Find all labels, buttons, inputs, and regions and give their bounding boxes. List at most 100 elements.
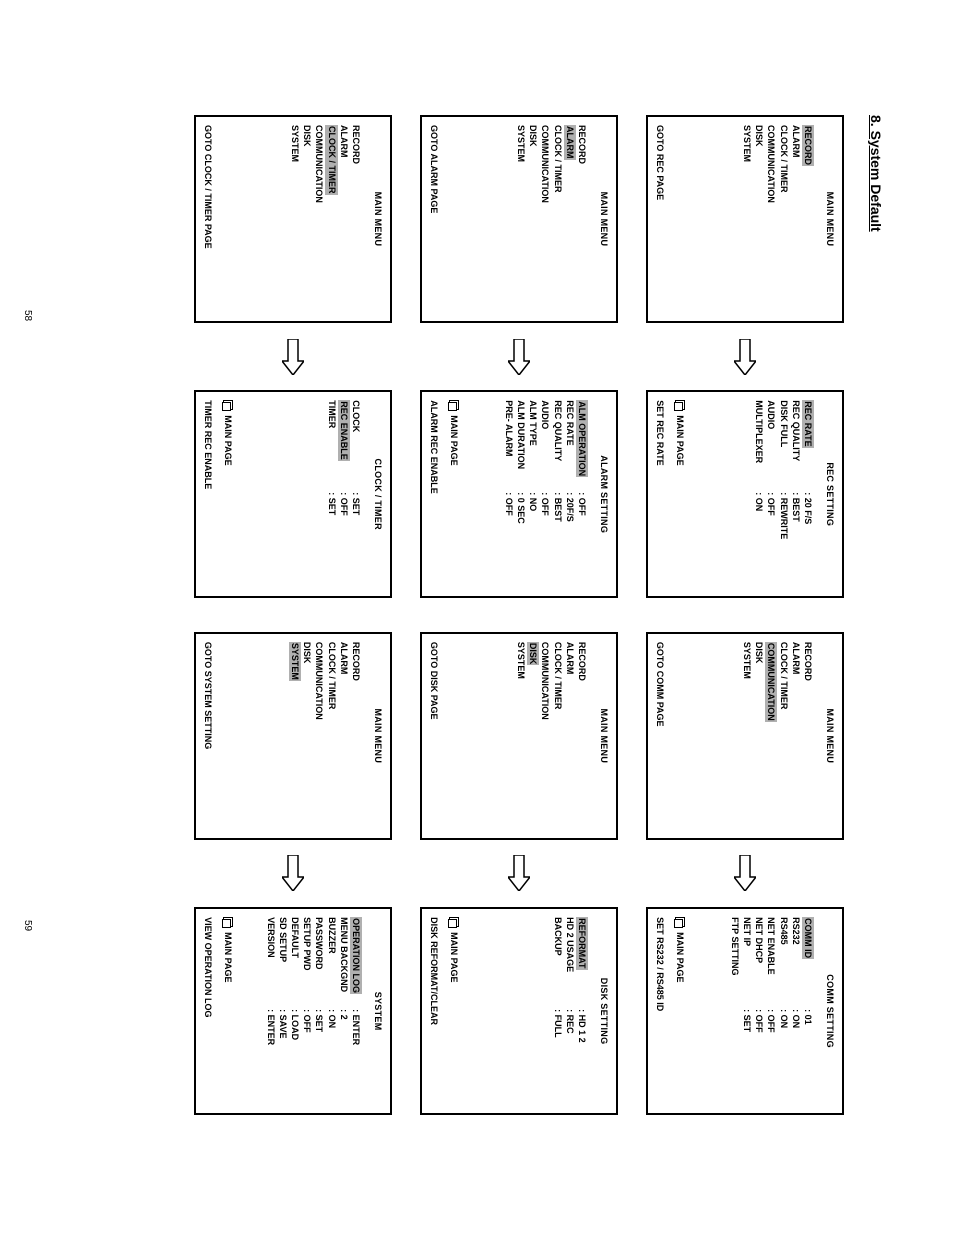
menu-item-label: CLOCK / TIMER bbox=[551, 642, 563, 710]
menu-item-label: DISK bbox=[301, 125, 313, 147]
setting-row[interactable]: REFORMAT: HD 1 2 bbox=[576, 917, 588, 1105]
setting-row[interactable]: CLOCK: SET bbox=[350, 400, 362, 588]
menu-item[interactable]: SYSTEM bbox=[515, 125, 527, 313]
menu-item[interactable]: CLOCK / TIMER bbox=[551, 642, 563, 830]
setting-row[interactable]: COMM ID: 01 bbox=[802, 917, 814, 1105]
setting-row[interactable]: ALM OPERATION: OFF bbox=[576, 400, 588, 588]
panel-body: COMM ID: 01 RS232: ON RS485: ON NET ENAB… bbox=[690, 917, 814, 1105]
menu-item-label: CLOCK / TIMER bbox=[777, 125, 789, 193]
back-row[interactable]: MAIN PAGE bbox=[448, 917, 460, 1105]
setting-value: : OFF bbox=[765, 1009, 777, 1033]
setting-row[interactable]: PASSWORD: SET bbox=[313, 917, 325, 1105]
menu-item[interactable]: COMMUNICATION bbox=[765, 642, 777, 830]
menu-item[interactable]: ALARM bbox=[338, 642, 350, 830]
menu-item[interactable]: CLOCK / TIMER bbox=[325, 642, 337, 830]
menu-item[interactable]: ALARM bbox=[338, 125, 350, 313]
setting-row[interactable]: RS232: ON bbox=[790, 917, 802, 1105]
back-row[interactable]: MAIN PAGE bbox=[674, 400, 686, 588]
menu-item[interactable]: COMMUNICATION bbox=[313, 125, 325, 313]
setting-row[interactable]: BACKUP: FULL bbox=[551, 917, 563, 1105]
menu-item[interactable]: DISK bbox=[753, 642, 765, 830]
setting-row[interactable]: HD 2 USAGE: REC bbox=[564, 917, 576, 1105]
back-row[interactable]: MAIN PAGE bbox=[674, 917, 686, 1105]
menu-item[interactable]: CLOCK / TIMER bbox=[777, 125, 789, 313]
menu-grid: MAIN MENU RECORDALARMCLOCK / TIMERCOMMUN… bbox=[166, 115, 844, 1115]
back-icon bbox=[449, 917, 459, 927]
setting-value: : REWRITE bbox=[777, 492, 789, 539]
menu-item[interactable]: ALARM bbox=[564, 125, 576, 313]
setting-row[interactable]: AUDIO: OFF bbox=[539, 400, 551, 588]
menu-item[interactable]: DISK bbox=[301, 125, 313, 313]
menu-item[interactable]: COMMUNICATION bbox=[765, 125, 777, 313]
menu-item[interactable]: DISK bbox=[527, 125, 539, 313]
setting-row[interactable]: REC QUALITY: BEST bbox=[551, 400, 563, 588]
setting-row[interactable]: MULTIPLEXER: ON bbox=[753, 400, 765, 588]
back-label: MAIN PAGE bbox=[674, 932, 686, 982]
menu-item[interactable]: RECORD bbox=[576, 642, 588, 830]
menu-item[interactable]: DISK bbox=[527, 642, 539, 830]
arrow-cell bbox=[646, 323, 844, 390]
setting-row[interactable]: ALM TYPE: NO bbox=[527, 400, 539, 588]
setting-value: : 2 bbox=[338, 1009, 350, 1020]
panel-title: MAIN MENU bbox=[372, 642, 384, 830]
menu-item[interactable]: ALARM bbox=[564, 642, 576, 830]
setting-row[interactable]: DEFAULT: LOAD bbox=[289, 917, 301, 1105]
menu-item[interactable]: RECORD bbox=[350, 642, 362, 830]
menu-item[interactable]: ALARM bbox=[790, 642, 802, 830]
panel-hint: GOTO SYSTEM SETTING bbox=[202, 642, 214, 830]
setting-row[interactable]: BUZZER: ON bbox=[325, 917, 337, 1105]
setting-row[interactable]: NET DHCP: OFF bbox=[753, 917, 765, 1105]
setting-value: : LOAD bbox=[289, 1009, 301, 1040]
setting-row[interactable]: VERSION: ENTER bbox=[265, 917, 277, 1105]
menu-item[interactable]: SYSTEM bbox=[515, 642, 527, 830]
menu-item[interactable]: SYSTEM bbox=[289, 125, 301, 313]
menu-item-label: COMMUNICATION bbox=[539, 125, 551, 203]
menu-item[interactable]: COMMUNICATION bbox=[313, 642, 325, 830]
panel-hint: SET REC RATE bbox=[654, 400, 666, 588]
menu-item[interactable]: RECORD bbox=[802, 125, 814, 313]
menu-item[interactable]: SYSTEM bbox=[741, 125, 753, 313]
panel-body: REC RATE: 20 F/S REC QUALITY: BEST DISK … bbox=[690, 400, 814, 588]
back-row[interactable]: MAIN PAGE bbox=[222, 400, 234, 588]
setting-row[interactable]: AUDIO: OFF bbox=[765, 400, 777, 588]
setting-row[interactable]: MENU BACKGND: 2 bbox=[338, 917, 350, 1105]
menu-item[interactable]: CLOCK / TIMER bbox=[325, 125, 337, 313]
main-menu-panel: MAIN MENU RECORDALARMCLOCK / TIMERCOMMUN… bbox=[194, 632, 392, 840]
setting-row[interactable]: OPERATION LOG: ENTER bbox=[350, 917, 362, 1105]
menu-item[interactable]: DISK bbox=[301, 642, 313, 830]
setting-row[interactable]: REC QUALITY: BEST bbox=[790, 400, 802, 588]
back-row[interactable]: MAIN PAGE bbox=[222, 917, 234, 1105]
panel-title: MAIN MENU bbox=[598, 125, 610, 313]
arrow-cell bbox=[194, 840, 392, 907]
setting-row[interactable]: SETUP PWD: OFF bbox=[301, 917, 313, 1105]
setting-row[interactable]: TIMER: SET bbox=[325, 400, 337, 588]
menu-item[interactable]: SYSTEM bbox=[289, 642, 301, 830]
arrow-icon bbox=[734, 855, 756, 891]
setting-row[interactable]: SD SETUP: SAVE bbox=[277, 917, 289, 1105]
setting-row[interactable]: RS485: ON bbox=[777, 917, 789, 1105]
menu-item[interactable]: COMMUNICATION bbox=[539, 642, 551, 830]
menu-item[interactable]: COMMUNICATION bbox=[539, 125, 551, 313]
menu-item-label: COMMUNICATION bbox=[765, 125, 777, 203]
setting-row[interactable]: DISK FULL: REWRITE bbox=[777, 400, 789, 588]
menu-item[interactable]: CLOCK / TIMER bbox=[551, 125, 563, 313]
menu-item[interactable]: RECORD bbox=[802, 642, 814, 830]
setting-row[interactable]: ALM DURATION: 0 SEC bbox=[515, 400, 527, 588]
menu-item[interactable]: CLOCK / TIMER bbox=[777, 642, 789, 830]
setting-row[interactable]: NET IP: SET bbox=[741, 917, 753, 1105]
setting-row[interactable]: NET ENABLE: OFF bbox=[765, 917, 777, 1105]
setting-row[interactable]: REC ENABLE: OFF bbox=[338, 400, 350, 588]
panel-hint: GOTO ALARM PAGE bbox=[428, 125, 440, 313]
setting-row[interactable]: REC RATE: 20F/S bbox=[564, 400, 576, 588]
menu-item[interactable]: RECORD bbox=[350, 125, 362, 313]
menu-item[interactable]: RECORD bbox=[576, 125, 588, 313]
menu-item[interactable]: ALARM bbox=[790, 125, 802, 313]
back-row[interactable]: MAIN PAGE bbox=[448, 400, 460, 588]
page: 8. System Default MAIN MENU RECORDALARMC… bbox=[0, 0, 954, 1235]
setting-row[interactable]: FTP SETTING bbox=[729, 917, 741, 1105]
menu-item[interactable]: DISK bbox=[753, 125, 765, 313]
setting-row[interactable]: REC RATE: 20 F/S bbox=[802, 400, 814, 588]
arrow-icon bbox=[508, 339, 530, 375]
setting-row[interactable]: PRE- ALARM: OFF bbox=[503, 400, 515, 588]
menu-item[interactable]: SYSTEM bbox=[741, 642, 753, 830]
